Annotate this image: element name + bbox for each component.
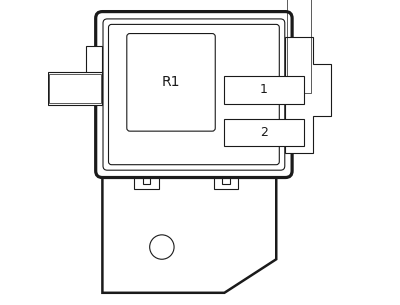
Polygon shape (286, 37, 331, 152)
Bar (134, 171, 159, 189)
Bar (48, 72, 102, 105)
Bar (224, 76, 304, 104)
FancyBboxPatch shape (96, 12, 292, 178)
FancyBboxPatch shape (127, 34, 215, 131)
Bar (143, 176, 150, 184)
Text: R1: R1 (162, 75, 180, 89)
Text: 2: 2 (260, 126, 268, 139)
Polygon shape (102, 171, 276, 293)
Text: 1: 1 (260, 84, 268, 96)
Bar (224, 119, 304, 146)
Bar (214, 171, 238, 189)
Bar (49, 74, 100, 103)
Bar (287, 0, 311, 93)
Bar (86, 46, 102, 79)
Bar (222, 176, 230, 184)
